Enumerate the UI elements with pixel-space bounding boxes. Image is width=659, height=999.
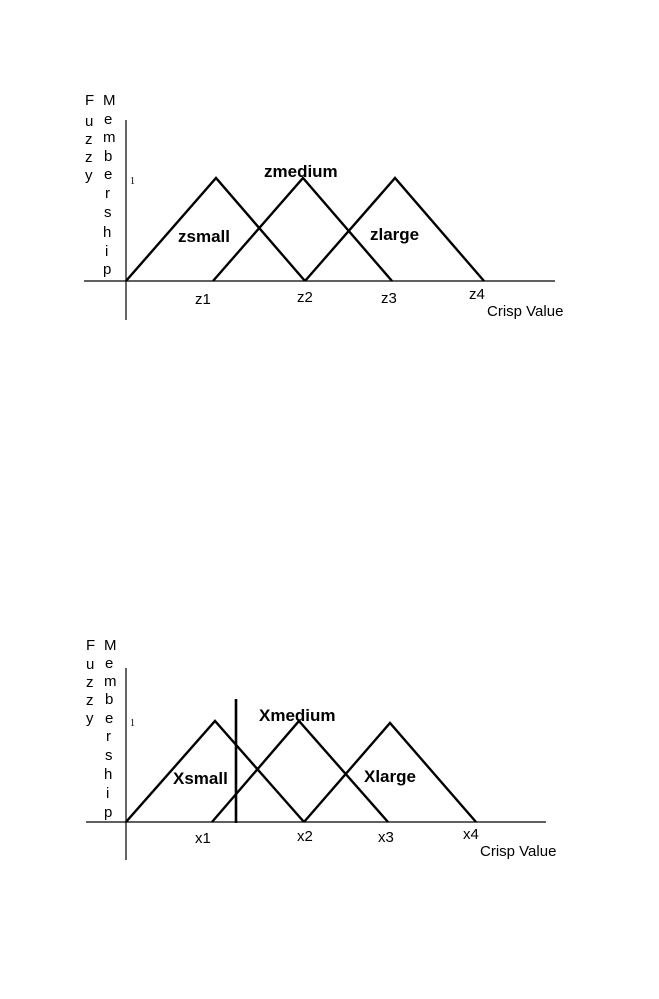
bottom-xmedium-label: Xmedium	[259, 706, 336, 725]
top-one-label: 1	[130, 176, 135, 187]
bottom-xlarge-triangle	[303, 721, 477, 823]
svg-text:i: i	[105, 243, 108, 260]
svg-text:b: b	[104, 148, 112, 165]
svg-text:F: F	[86, 637, 95, 654]
top-zmedium-label: zmedium	[264, 162, 338, 181]
bottom-tick-x4: x4	[463, 826, 479, 843]
svg-text:z: z	[85, 149, 93, 166]
svg-text:p: p	[104, 804, 112, 821]
svg-text:e: e	[104, 111, 112, 128]
bottom-xlarge-label: Xlarge	[364, 767, 416, 786]
top-tick-z2: z2	[297, 289, 313, 306]
svg-text:p: p	[103, 261, 111, 278]
svg-text:s: s	[105, 747, 113, 764]
svg-text:i: i	[106, 785, 109, 802]
svg-text:e: e	[105, 710, 113, 727]
top-zlarge-label: zlarge	[370, 225, 419, 244]
top-diagram: F u z z y M e m b e r s h i p 1 zsmall z…	[84, 92, 563, 320]
svg-text:z: z	[86, 674, 94, 691]
top-y-label-membership: M e m b e r s h i p	[103, 92, 116, 278]
bottom-xsmall-label: Xsmall	[173, 769, 228, 788]
bottom-tick-x2: x2	[297, 828, 313, 845]
svg-text:r: r	[106, 728, 111, 745]
top-zlarge-triangle	[304, 176, 485, 282]
svg-text:h: h	[104, 766, 112, 783]
bottom-y-label-fuzzy: F u z z y	[86, 637, 95, 727]
top-zsmall-triangle	[125, 176, 306, 282]
bottom-tick-x3: x3	[378, 829, 394, 846]
top-zsmall-label: zsmall	[178, 227, 230, 246]
svg-text:r: r	[105, 185, 110, 202]
svg-text:M: M	[103, 92, 116, 109]
svg-text:y: y	[86, 710, 94, 727]
svg-text:b: b	[105, 691, 113, 708]
bottom-one-label: 1	[130, 718, 135, 729]
bottom-tick-x1: x1	[195, 830, 211, 847]
top-x-axis-title: Crisp Value	[487, 303, 563, 320]
svg-text:h: h	[103, 224, 111, 241]
bottom-xsmall-triangle	[125, 719, 305, 823]
top-tick-z4: z4	[469, 286, 485, 303]
top-y-label-fuzzy: F u z z y	[85, 92, 94, 184]
svg-text:F: F	[85, 92, 94, 109]
svg-text:m: m	[103, 129, 116, 146]
svg-text:M: M	[104, 637, 117, 654]
svg-text:u: u	[85, 113, 93, 130]
svg-text:e: e	[104, 166, 112, 183]
top-tick-z1: z1	[195, 291, 211, 308]
bottom-diagram: F u z z y M e m b e r s h i p 1 Xsmall X…	[86, 637, 556, 860]
svg-text:s: s	[104, 204, 112, 221]
bottom-x-axis-title: Crisp Value	[480, 843, 556, 860]
svg-text:y: y	[85, 167, 93, 184]
bottom-y-label-membership: M e m b e r s h i p	[104, 637, 117, 821]
bottom-xmedium-triangle	[211, 719, 389, 823]
svg-text:m: m	[104, 673, 117, 690]
top-tick-z3: z3	[381, 290, 397, 307]
svg-text:z: z	[86, 692, 94, 709]
svg-text:u: u	[86, 656, 94, 673]
top-zmedium-triangle	[212, 176, 393, 282]
svg-text:z: z	[85, 131, 93, 148]
svg-text:e: e	[105, 655, 113, 672]
